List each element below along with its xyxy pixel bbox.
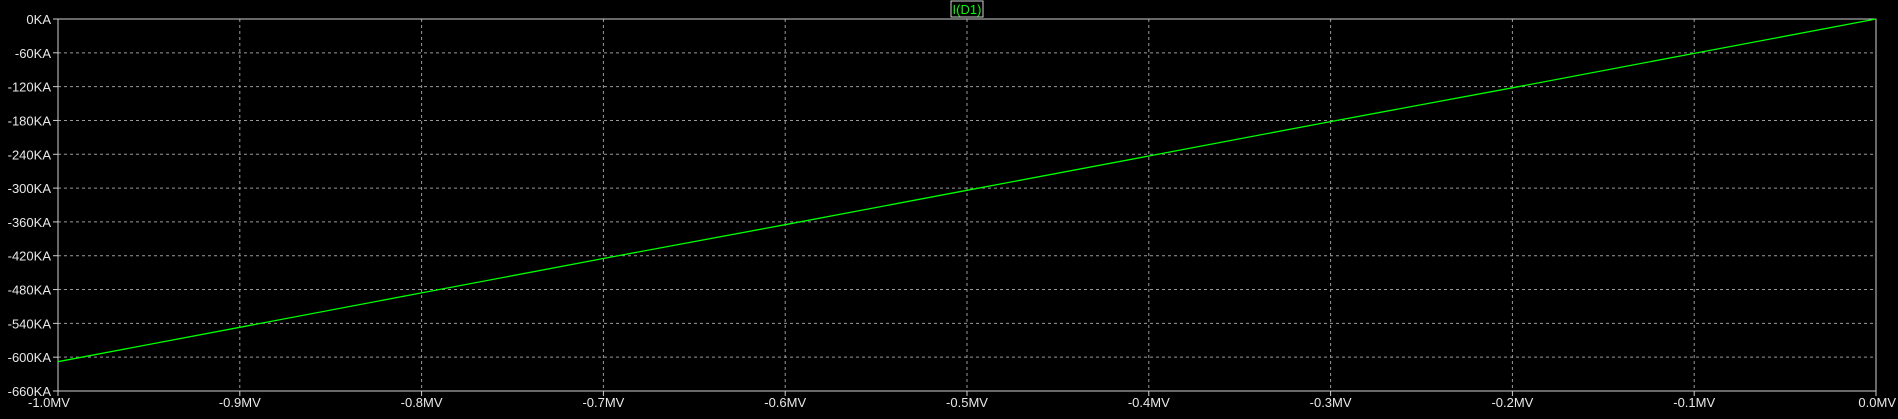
x-tick-label: -0.2MV — [1491, 395, 1533, 410]
x-tick-label: -0.4MV — [1128, 395, 1170, 410]
x-tick-label: -0.9MV — [219, 395, 261, 410]
x-tick-label: -1.0MV — [28, 395, 70, 410]
legend-box[interactable] — [950, 0, 984, 18]
x-tick-label: -0.5MV — [946, 395, 988, 410]
x-tick-label: 0.0MV — [1858, 395, 1896, 410]
y-tick-label: -600KA — [8, 350, 52, 365]
y-tick-label: -240KA — [8, 147, 52, 162]
trace-layer — [57, 18, 1877, 363]
y-tick-label: -60KA — [15, 46, 51, 61]
grid-lines — [58, 19, 1876, 391]
x-axis-tick-labels: -1.0MV -0.9MV -0.8MV -0.7MV -0.6MV -0.5MV -0.4… — [28, 395, 1896, 410]
y-tick-label: -420KA — [8, 249, 52, 264]
y-tick-label: -660KA — [8, 384, 52, 399]
x-tick-label: -0.1MV — [1673, 395, 1715, 410]
x-tick-label: -0.6MV — [764, 395, 806, 410]
legend-label-trace[interactable]: I(D1) — [953, 2, 982, 17]
plot-border — [57, 18, 1877, 392]
x-tick-label: -0.7MV — [582, 395, 624, 410]
trace-line-0[interactable] — [57, 18, 1877, 363]
plot-frame — [53, 18, 1877, 396]
x-tick-label: -0.8MV — [401, 395, 443, 410]
y-tick-label: -180KA — [8, 113, 52, 128]
y-tick-label: -360KA — [8, 215, 52, 230]
y-tick-label: -540KA — [8, 316, 52, 331]
legend[interactable]: I(D1) — [950, 0, 984, 18]
y-tick-label: -120KA — [8, 80, 52, 95]
y-tick-label: -300KA — [8, 181, 52, 196]
y-tick-label: -480KA — [8, 283, 52, 298]
x-tick-label: -0.3MV — [1310, 395, 1352, 410]
y-tick-label: 0KA — [26, 12, 51, 27]
y-axis-tick-labels: 0KA -60KA -120KA -180KA -240KA -300KA -360KA -4… — [8, 12, 52, 399]
